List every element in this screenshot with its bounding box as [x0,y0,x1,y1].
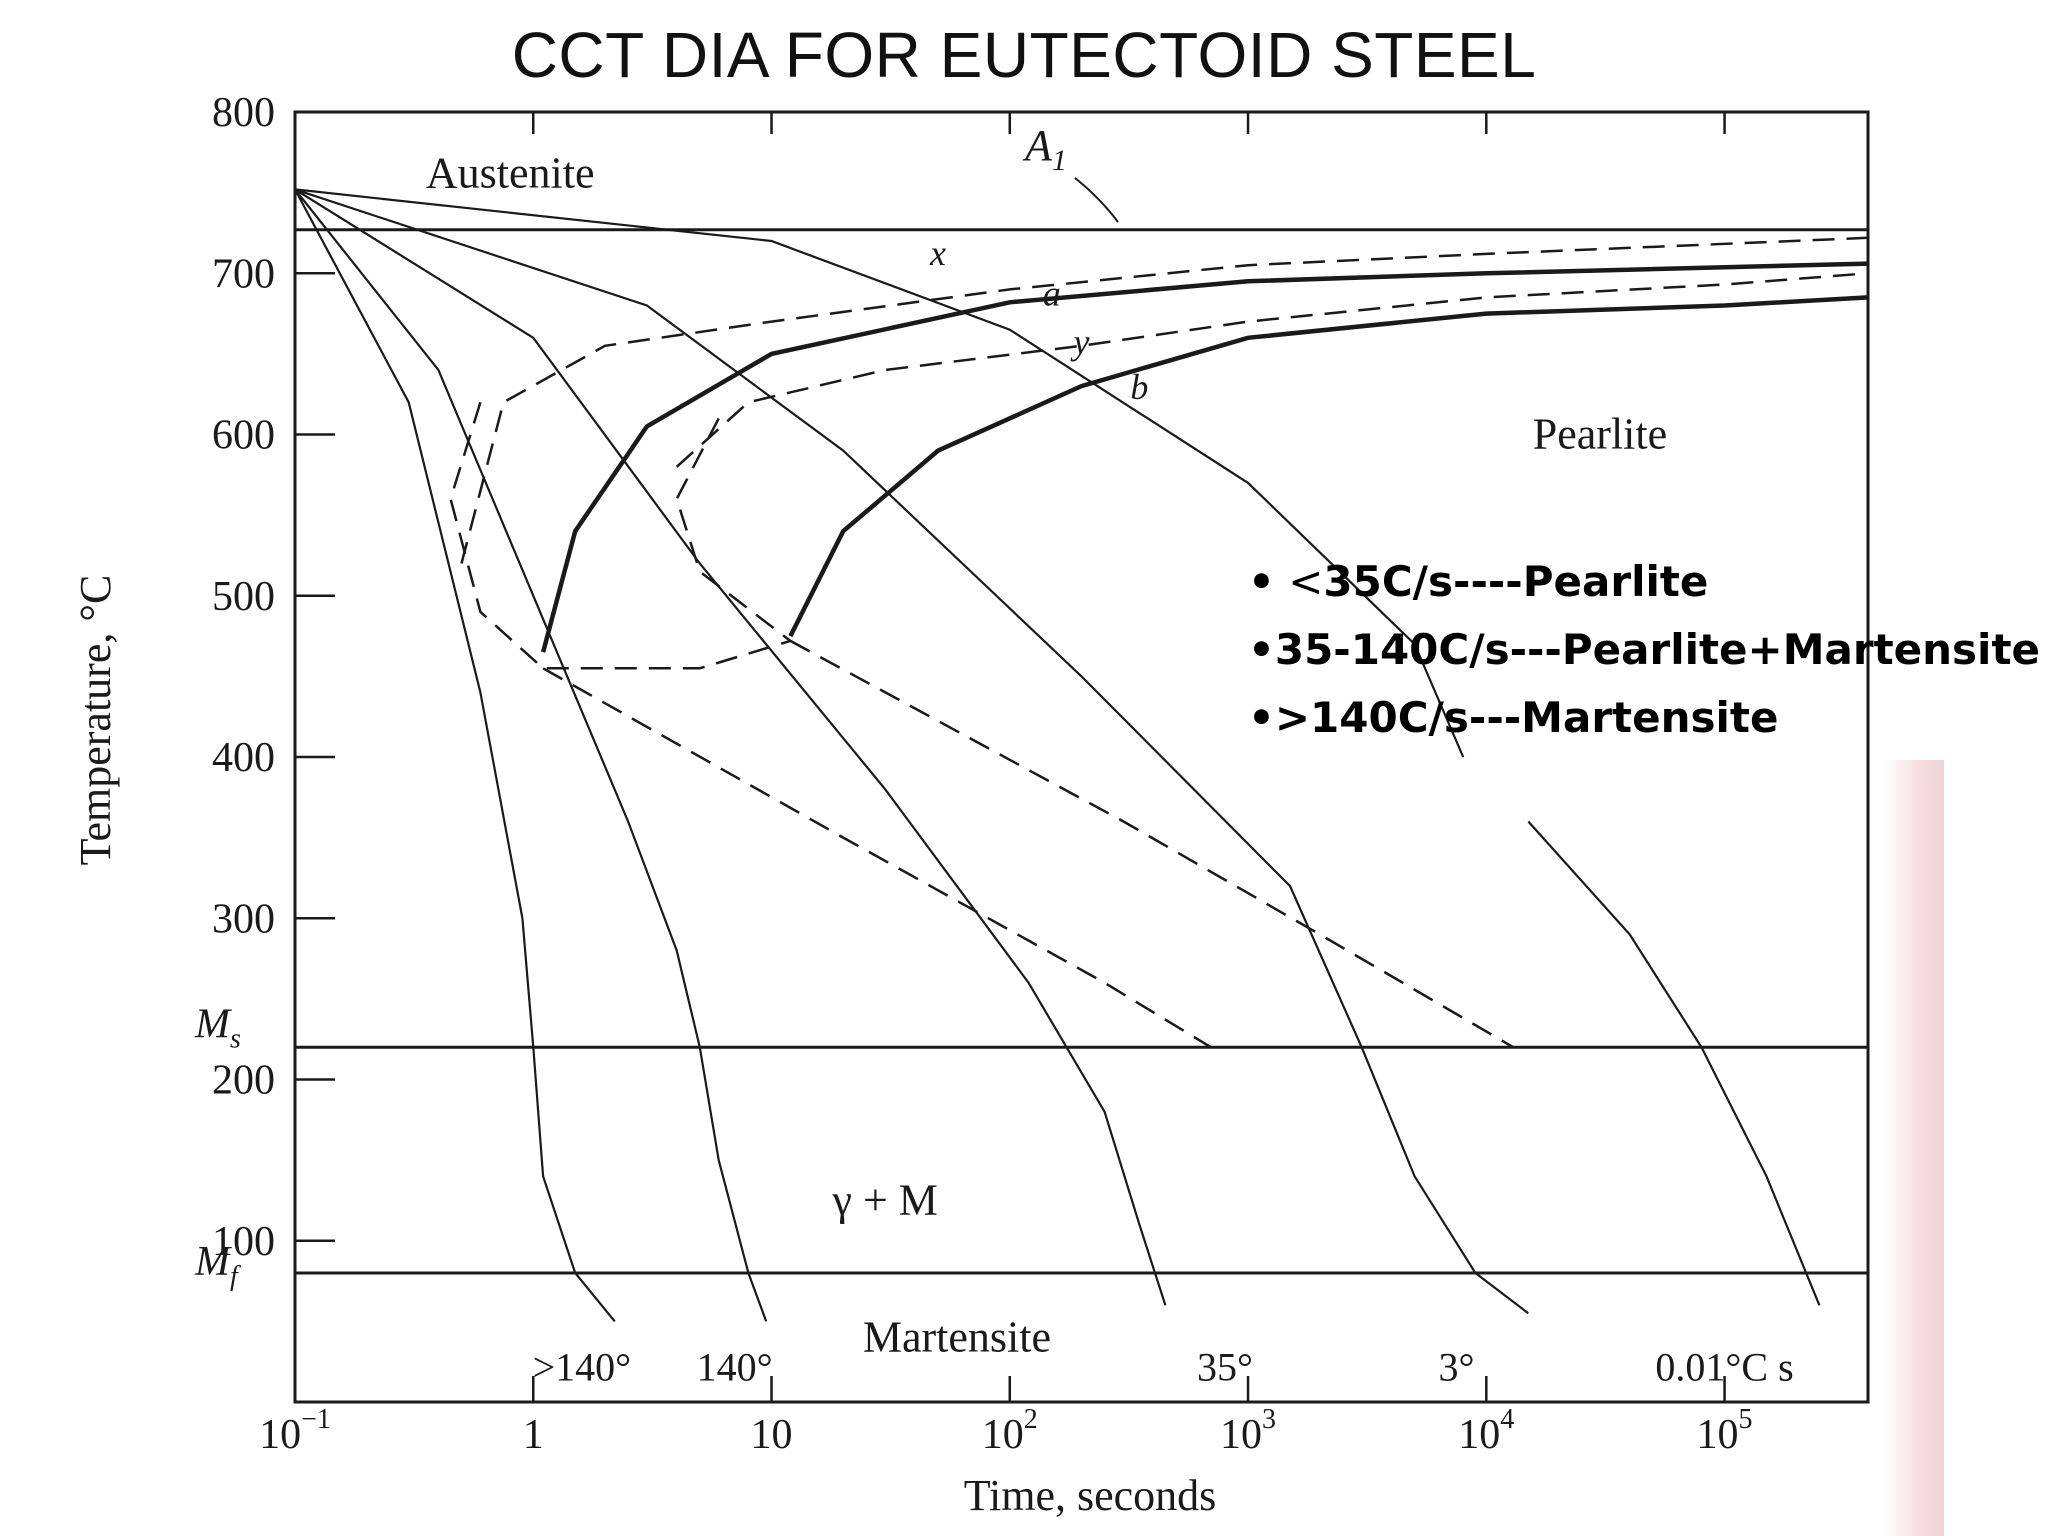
cooling-curve-2 [294,188,768,1322]
x-tick-label-7: 105 [1697,1404,1753,1458]
edge-tint [1884,760,1944,1536]
x-tick-label-6: 104 [1458,1404,1514,1458]
y-tick-label-600: 600 [212,413,275,459]
cooling-curves [294,188,1821,1323]
label-ms: Ms [194,1001,241,1054]
point-label-x: x [929,233,946,273]
cooling-rate-label-5: 3° [1439,1345,1475,1390]
cooling-curve-4 [294,188,1529,1315]
label-a1-sub: 1 [1052,144,1067,177]
cooling-rate-notes: • <35C/s----Pearlite •35-140C/s---Pearli… [1248,548,2040,752]
label-mf-sub: f [230,1261,241,1292]
note-line-1: • <35C/s----Pearlite [1248,557,1709,606]
x-tick-exp-7: 5 [1739,1404,1753,1435]
transformation-curve-2 [788,295,1869,638]
region-label-austenite: Austenite [426,148,595,197]
note-line-2: •35-140C/s---Pearlite+Martensite [1248,625,2041,674]
y-axis-label: Temperature, °C [71,575,120,866]
y-tick-label-400: 400 [212,735,275,781]
cooling-curve-5 [294,188,1465,758]
cooling-rate-label-1: >140° [533,1345,632,1390]
x-tick-exp-4: 2 [1024,1404,1038,1435]
reference-lines [295,228,1868,1275]
cooling-curve-1 [294,188,616,1323]
y-tick-label-300: 300 [212,896,275,942]
slide-title: CCT DIA FOR EUTECTOID STEEL [511,19,1537,91]
a1-leader [1074,177,1119,223]
transformation-curve-8 [789,639,1515,1049]
x-tick-label-2: 1 [523,1412,544,1458]
point-label-y: y [1071,322,1090,362]
region-label-m: γ + M [832,1175,938,1224]
cooling-rate-label-4: 35° [1197,1345,1253,1390]
point-label-b: b [1130,367,1148,407]
cooling-rate-label-2: 140° [697,1345,773,1390]
y-tick-label-800: 800 [212,90,275,136]
transformation-curve-3 [460,236,1869,564]
x-axis-label: Time, seconds [964,1471,1217,1520]
label-ms-sub: s [230,1023,241,1054]
y-tick-label-200: 200 [212,1058,275,1104]
region-label-pearlite: Pearlite [1533,410,1667,459]
x-tick-label-4: 102 [982,1404,1038,1458]
point-label-a: a [1043,274,1061,314]
x-tick-label-1: 10−1 [259,1404,331,1458]
x-tick-label-5: 103 [1220,1404,1276,1458]
y-tick-label-100: 100 [212,1219,275,1265]
x-tick-exp-1: −1 [301,1404,331,1435]
cooling-curve-6 [1527,820,1821,1306]
transformation-curve-5 [449,401,791,670]
axis-ticks [293,110,1726,1402]
cooling-rate-label-6: 0.01°C s [1655,1345,1793,1390]
y-tick-label-500: 500 [212,574,275,620]
x-tick-exp-5: 3 [1262,1404,1276,1435]
x-tick-label-3: 10 [751,1412,793,1458]
transformation-curve-6 [675,417,792,642]
x-tick-exp-6: 4 [1500,1404,1514,1435]
region-label-martensite: Martensite [863,1313,1051,1362]
y-tick-label-700: 700 [212,251,275,297]
transformation-curve-7 [542,667,1212,1049]
cooling-curve-3 [294,188,1167,1306]
plot-frame [293,110,1870,1404]
label-a1: A1 [1022,121,1067,177]
transformation-curve-1 [540,261,1869,653]
transformation-curve-4 [675,272,1869,468]
note-line-3: •>140C/s---Martensite [1248,693,1779,742]
